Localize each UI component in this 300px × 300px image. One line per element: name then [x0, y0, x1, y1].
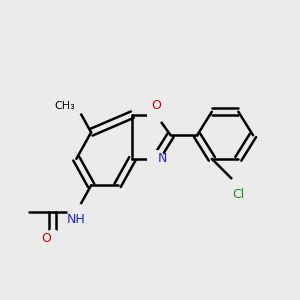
Text: NH: NH: [67, 213, 86, 226]
Text: N: N: [158, 152, 167, 165]
Circle shape: [230, 177, 247, 194]
Circle shape: [148, 106, 164, 123]
Text: CH₃: CH₃: [54, 101, 75, 111]
Text: O: O: [41, 232, 51, 245]
Text: Cl: Cl: [232, 188, 244, 201]
Circle shape: [68, 98, 85, 114]
Text: O: O: [151, 99, 161, 112]
Circle shape: [68, 204, 85, 220]
Circle shape: [148, 151, 164, 167]
Circle shape: [45, 230, 61, 247]
